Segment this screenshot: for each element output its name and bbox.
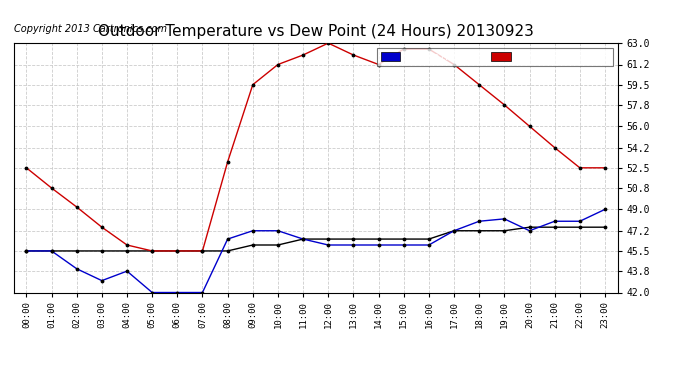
Title: Outdoor Temperature vs Dew Point (24 Hours) 20130923: Outdoor Temperature vs Dew Point (24 Hou… xyxy=(98,24,533,39)
Legend: Dew Point (°F), Temperature (°F): Dew Point (°F), Temperature (°F) xyxy=(377,48,613,66)
Text: Copyright 2013 Cartronics.com: Copyright 2013 Cartronics.com xyxy=(14,24,167,34)
